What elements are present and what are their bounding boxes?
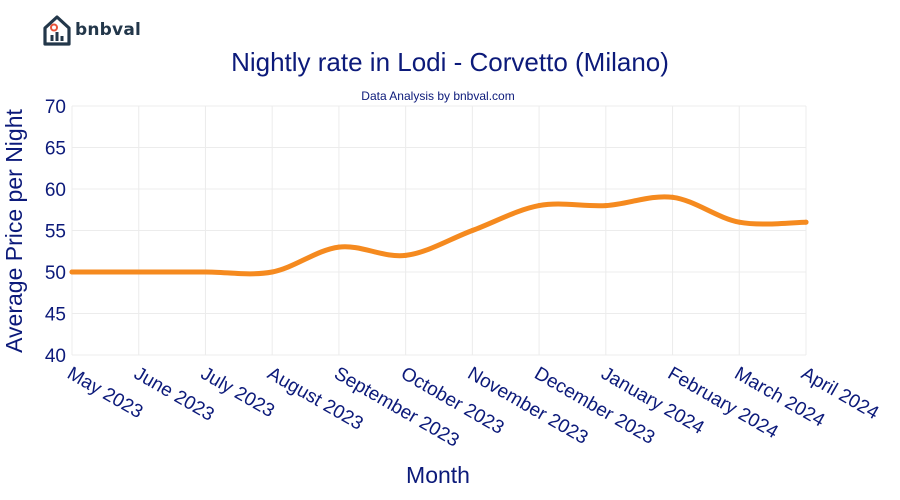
y-tick-label: 45 — [45, 305, 66, 326]
data-point — [803, 219, 809, 225]
y-axis-title: Average Price per Night — [1, 109, 27, 353]
y-tick-label: 50 — [45, 263, 66, 284]
data-point — [603, 203, 609, 209]
chart-title: Nightly rate in Lodi - Corvetto (Milano) — [231, 47, 669, 77]
brand-logo: bnbval — [42, 14, 141, 46]
data-point — [469, 228, 475, 233]
data-point — [736, 219, 742, 225]
y-tick-label: 65 — [45, 139, 66, 160]
y-tick-label: 40 — [45, 346, 66, 367]
data-point — [336, 244, 342, 250]
grid — [71, 105, 807, 356]
chart-subtitle: Data Analysis by bnbval.com — [361, 89, 514, 103]
data-point — [536, 203, 542, 209]
x-tick-label: May 2023 — [64, 363, 147, 423]
series-layer — [69, 194, 809, 277]
brand-name: bnbval — [75, 20, 142, 40]
y-axis-ticks: 40 45 50 55 60 65 70 — [45, 97, 66, 367]
y-tick-label: 55 — [45, 222, 66, 243]
data-point — [136, 269, 142, 275]
data-point — [269, 269, 275, 275]
y-tick-label: 60 — [45, 180, 66, 201]
x-tick-label: February 2024 — [664, 363, 782, 443]
x-axis-title: Month — [406, 462, 470, 488]
house-chart-icon — [43, 15, 71, 46]
data-point — [670, 194, 676, 200]
data-point — [403, 252, 409, 258]
data-point — [202, 269, 208, 275]
data-point — [69, 269, 75, 275]
y-tick-label: 70 — [45, 97, 66, 118]
series-line-1 — [69, 194, 809, 277]
